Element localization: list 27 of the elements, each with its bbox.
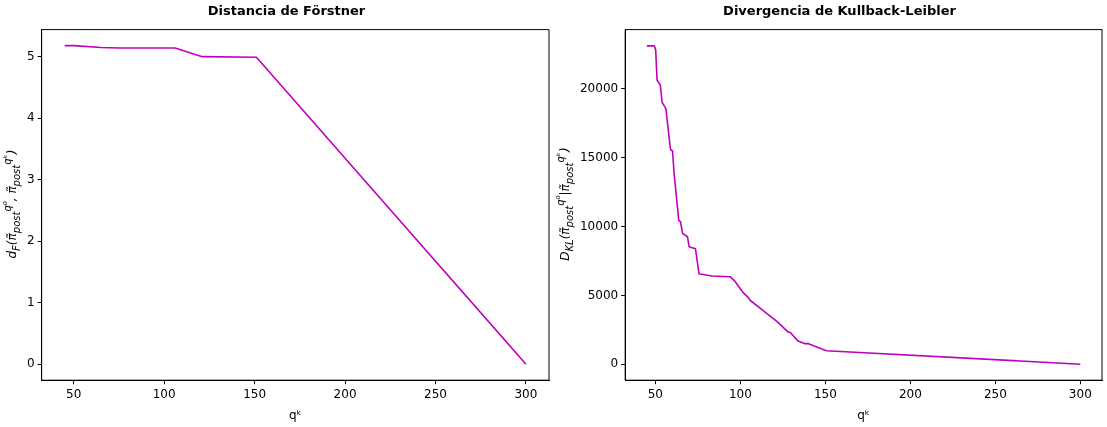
x-tick-label: 200 [898,386,922,401]
y-tick-label: 10000 [579,218,619,233]
y-tick-label: 20000 [579,81,619,96]
y-tick-label: 0 [610,356,619,371]
x-tick-label: 250 [424,386,447,401]
x-tick-label: 200 [333,386,357,401]
x-tick-label: 100 [728,386,752,401]
x-tick-label: 300 [514,386,538,401]
x-tick-label: 250 [983,386,1007,401]
y-tick-label: 5 [26,48,35,63]
x-tick-label: 150 [243,386,267,401]
chart-title: Divergencia de Kullback-Leibler [723,3,957,19]
x-axis-title: qᵏ [288,407,302,422]
x-tick-label: 50 [647,386,663,401]
y-tick-label: 3 [26,171,35,186]
x-tick-label: 100 [152,386,176,401]
x-tick-label: 50 [66,386,82,401]
x-tick-label: 300 [1068,386,1092,401]
x-tick-label: 150 [813,386,837,401]
y-tick-label: 5000 [587,287,619,302]
x-axis-title: qᵏ [857,407,870,422]
y-tick-label: 0 [26,356,35,371]
y-tick-label: 2 [26,233,35,248]
y-tick-label: 4 [26,110,35,125]
y-tick-label: 15000 [579,149,619,164]
chart-title: Distancia de Förstner [207,3,366,19]
y-tick-label: 1 [26,294,35,309]
